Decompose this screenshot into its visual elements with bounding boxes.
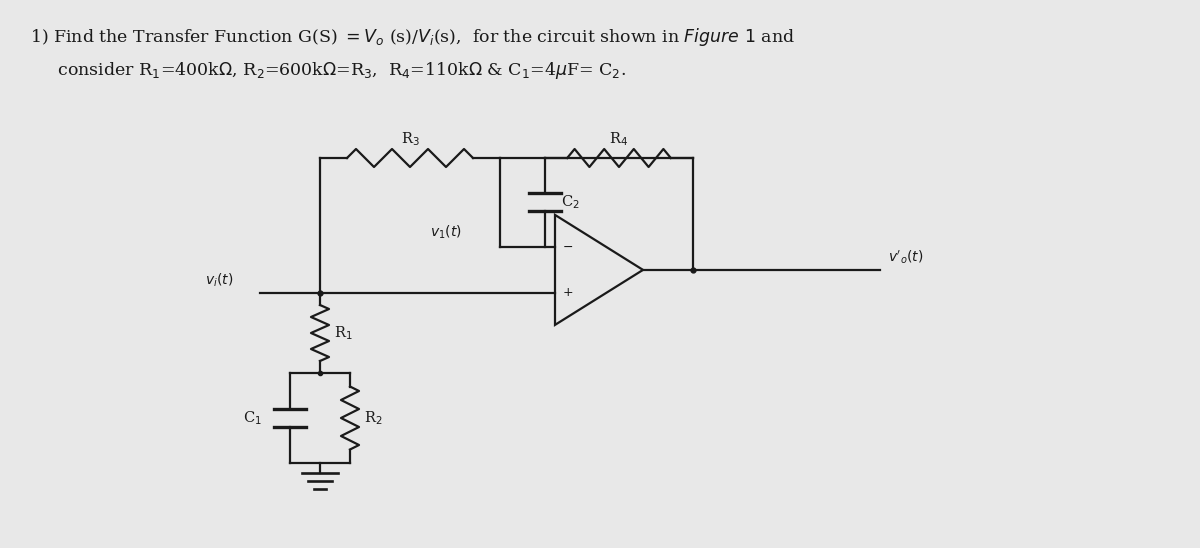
Text: $v_1(t)$: $v_1(t)$ — [430, 224, 462, 241]
Text: $v'_o(t)$: $v'_o(t)$ — [888, 248, 924, 266]
Text: 1) Find the Transfer Function G(S) $=V_o$ (s)/$V_i$(s),  for the circuit shown i: 1) Find the Transfer Function G(S) $=V_o… — [30, 26, 796, 48]
Text: R$_3$: R$_3$ — [401, 130, 419, 148]
Text: $-$: $-$ — [562, 241, 574, 253]
Text: R$_2$: R$_2$ — [364, 409, 383, 427]
Text: $+$: $+$ — [562, 287, 574, 300]
Text: R$_4$: R$_4$ — [610, 130, 629, 148]
Text: C$_1$: C$_1$ — [244, 409, 262, 427]
Text: consider R$_1$=400k$\Omega$, R$_2$=600k$\Omega$=R$_3$,  R$_4$=110k$\Omega$ & C$_: consider R$_1$=400k$\Omega$, R$_2$=600k$… — [30, 60, 626, 81]
Text: $v_i(t)$: $v_i(t)$ — [205, 272, 233, 289]
Text: C$_2$: C$_2$ — [562, 193, 580, 211]
Text: R$_1$: R$_1$ — [334, 324, 353, 342]
